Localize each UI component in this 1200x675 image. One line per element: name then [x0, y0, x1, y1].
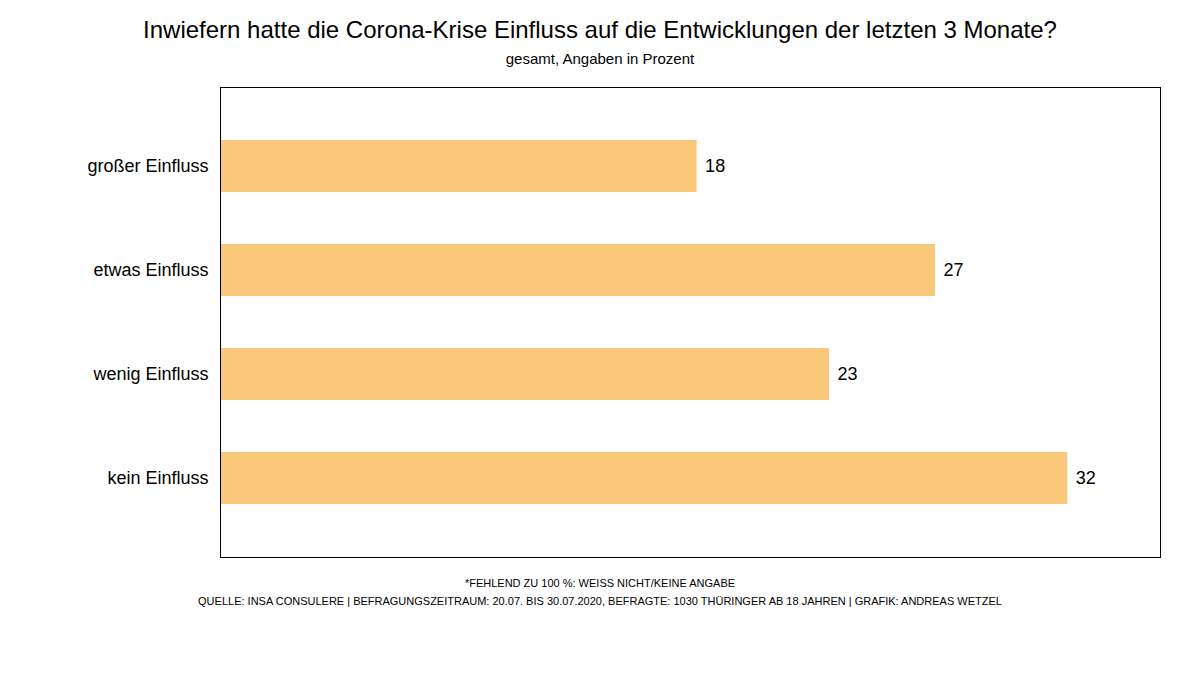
svg-text:23: 23	[838, 364, 858, 384]
svg-text:kein Einfluss: kein Einfluss	[107, 468, 208, 488]
html-text:QUELLE: INSA CONSULERE | BEFRA: QUELLE: INSA CONSULERE | BEFRAGUNGSZEITR…	[198, 594, 1002, 607]
svg-text:großer Einfluss: großer Einfluss	[87, 156, 208, 176]
svg-text:wenig Einfluss: wenig Einfluss	[92, 364, 208, 384]
html-text:Inwiefern hatte die Corona-Kri: Inwiefern hatte die Corona-Krise Einflus…	[143, 16, 1057, 43]
html-text:gesamt, Angaben in Prozent: gesamt, Angaben in Prozent	[505, 50, 695, 67]
svg-text:etwas Einfluss: etwas Einfluss	[93, 260, 208, 280]
svg-text:18: 18	[705, 156, 725, 176]
html-text:*FEHLEND ZU 100 %: WEISS NICHT: *FEHLEND ZU 100 %: WEISS NICHT/KEINE ANG…	[464, 577, 736, 589]
svg-text:27: 27	[943, 260, 963, 280]
svg-text:32: 32	[1076, 468, 1096, 488]
